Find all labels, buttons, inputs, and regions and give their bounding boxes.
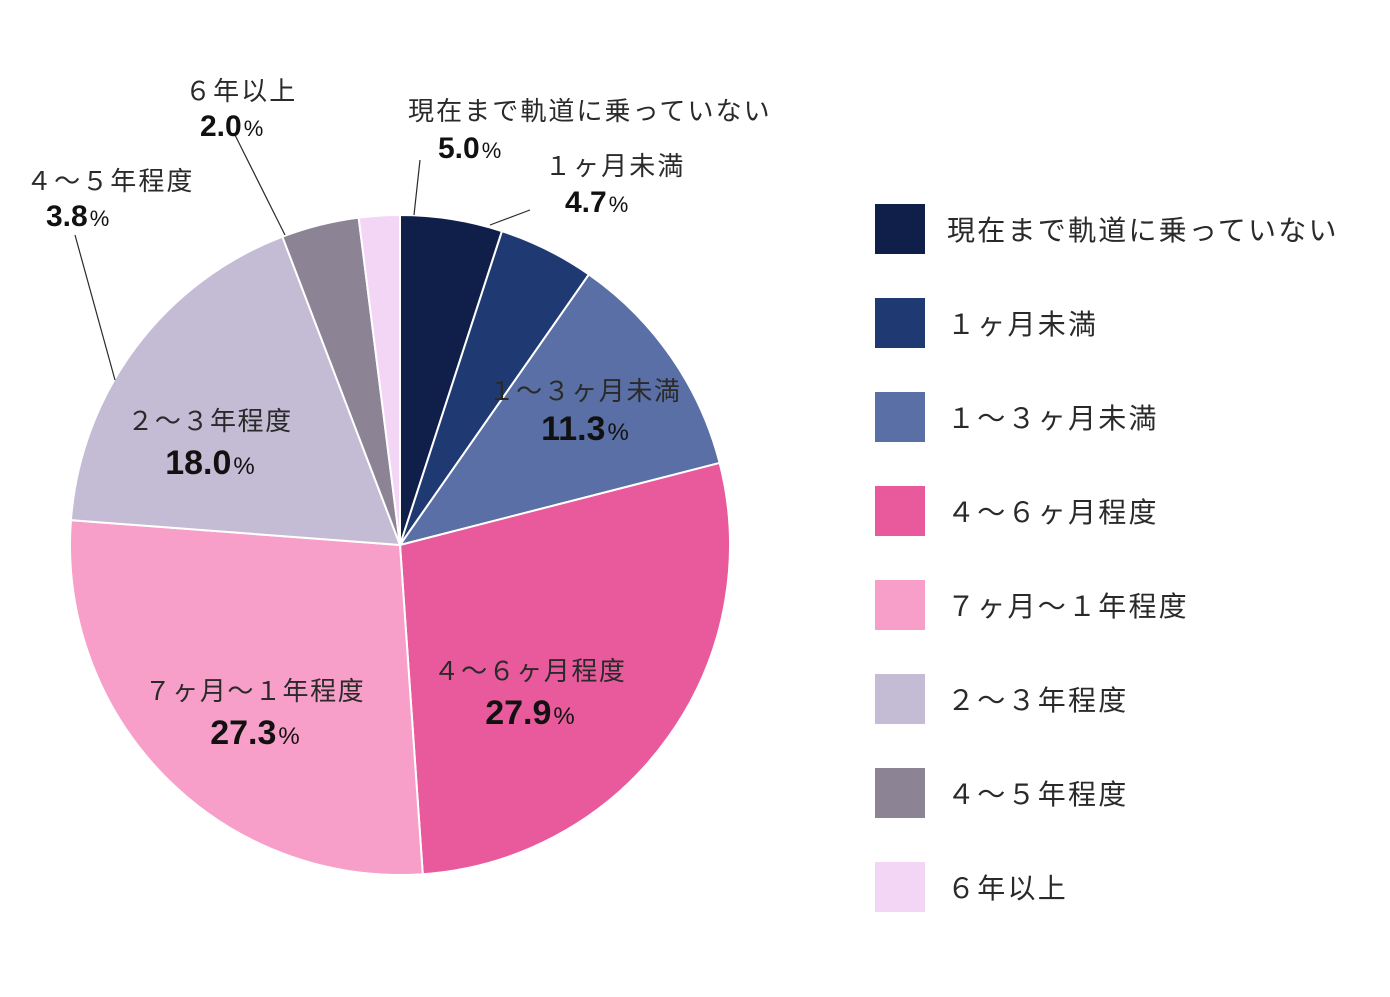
legend-label: 現在まで軌道に乗っていない xyxy=(947,209,1339,249)
slice-value-not-on-track: 5.0% xyxy=(438,132,501,165)
legend-swatch xyxy=(875,298,925,348)
legend-label: ２～３年程度 xyxy=(947,679,1128,719)
leader-line xyxy=(235,135,285,235)
slice-label-4-5y: ４～５年程度 xyxy=(26,166,194,196)
legend-swatch xyxy=(875,674,925,724)
legend-label: ４～６ヶ月程度 xyxy=(947,491,1159,531)
legend-item: 現在まで軌道に乗っていない xyxy=(875,182,1339,276)
slice-label-1-3mo: １～３ヶ月未満 xyxy=(489,376,682,406)
legend-swatch xyxy=(875,580,925,630)
legend-swatch xyxy=(875,862,925,912)
legend-item: １ヶ月未満 xyxy=(875,276,1339,370)
legend-label: ４～５年程度 xyxy=(947,773,1128,813)
slice-value-6y: 2.0% xyxy=(200,110,263,143)
leader-line xyxy=(414,160,420,215)
slice-label-7mo-1y: ７ヶ月～１年程度 xyxy=(145,676,365,706)
legend-item: ６年以上 xyxy=(875,840,1339,934)
legend-label: １ヶ月未満 xyxy=(947,303,1098,343)
legend-swatch xyxy=(875,392,925,442)
legend-swatch xyxy=(875,768,925,818)
legend-label: １～３ヶ月未満 xyxy=(947,397,1159,437)
legend-item: ４～６ヶ月程度 xyxy=(875,464,1339,558)
slice-label-4-6mo: ４～６ヶ月程度 xyxy=(434,656,627,686)
legend-label: ６年以上 xyxy=(947,867,1068,907)
leader-line xyxy=(75,235,115,380)
legend: 現在まで軌道に乗っていない １ヶ月未満 １～３ヶ月未満 ４～６ヶ月程度 ７ヶ月～１年程度… xyxy=(875,182,1339,934)
legend-swatch xyxy=(875,486,925,536)
slice-label-lt-1mo: １ヶ月未満 xyxy=(545,151,685,181)
legend-item: ２～３年程度 xyxy=(875,652,1339,746)
legend-item: ４～５年程度 xyxy=(875,746,1339,840)
slice-value-lt-1mo: 4.7% xyxy=(565,186,628,219)
slice-label-6y: ６年以上 xyxy=(185,76,297,106)
chart-container: 現在まで軌道に乗っていない 5.0% １ヶ月未満 4.7% ４～５年程度 3.8… xyxy=(0,0,1390,997)
slice-label-not-on-track: 現在まで軌道に乗っていない xyxy=(408,96,772,126)
legend-label: ７ヶ月～１年程度 xyxy=(947,585,1189,625)
leader-line xyxy=(490,210,530,225)
slice-label-2-3y: ２～３年程度 xyxy=(127,406,292,436)
legend-item: １～３ヶ月未満 xyxy=(875,370,1339,464)
legend-swatch xyxy=(875,204,925,254)
slice-value-4-5y: 3.8% xyxy=(46,200,109,233)
legend-item: ７ヶ月～１年程度 xyxy=(875,558,1339,652)
